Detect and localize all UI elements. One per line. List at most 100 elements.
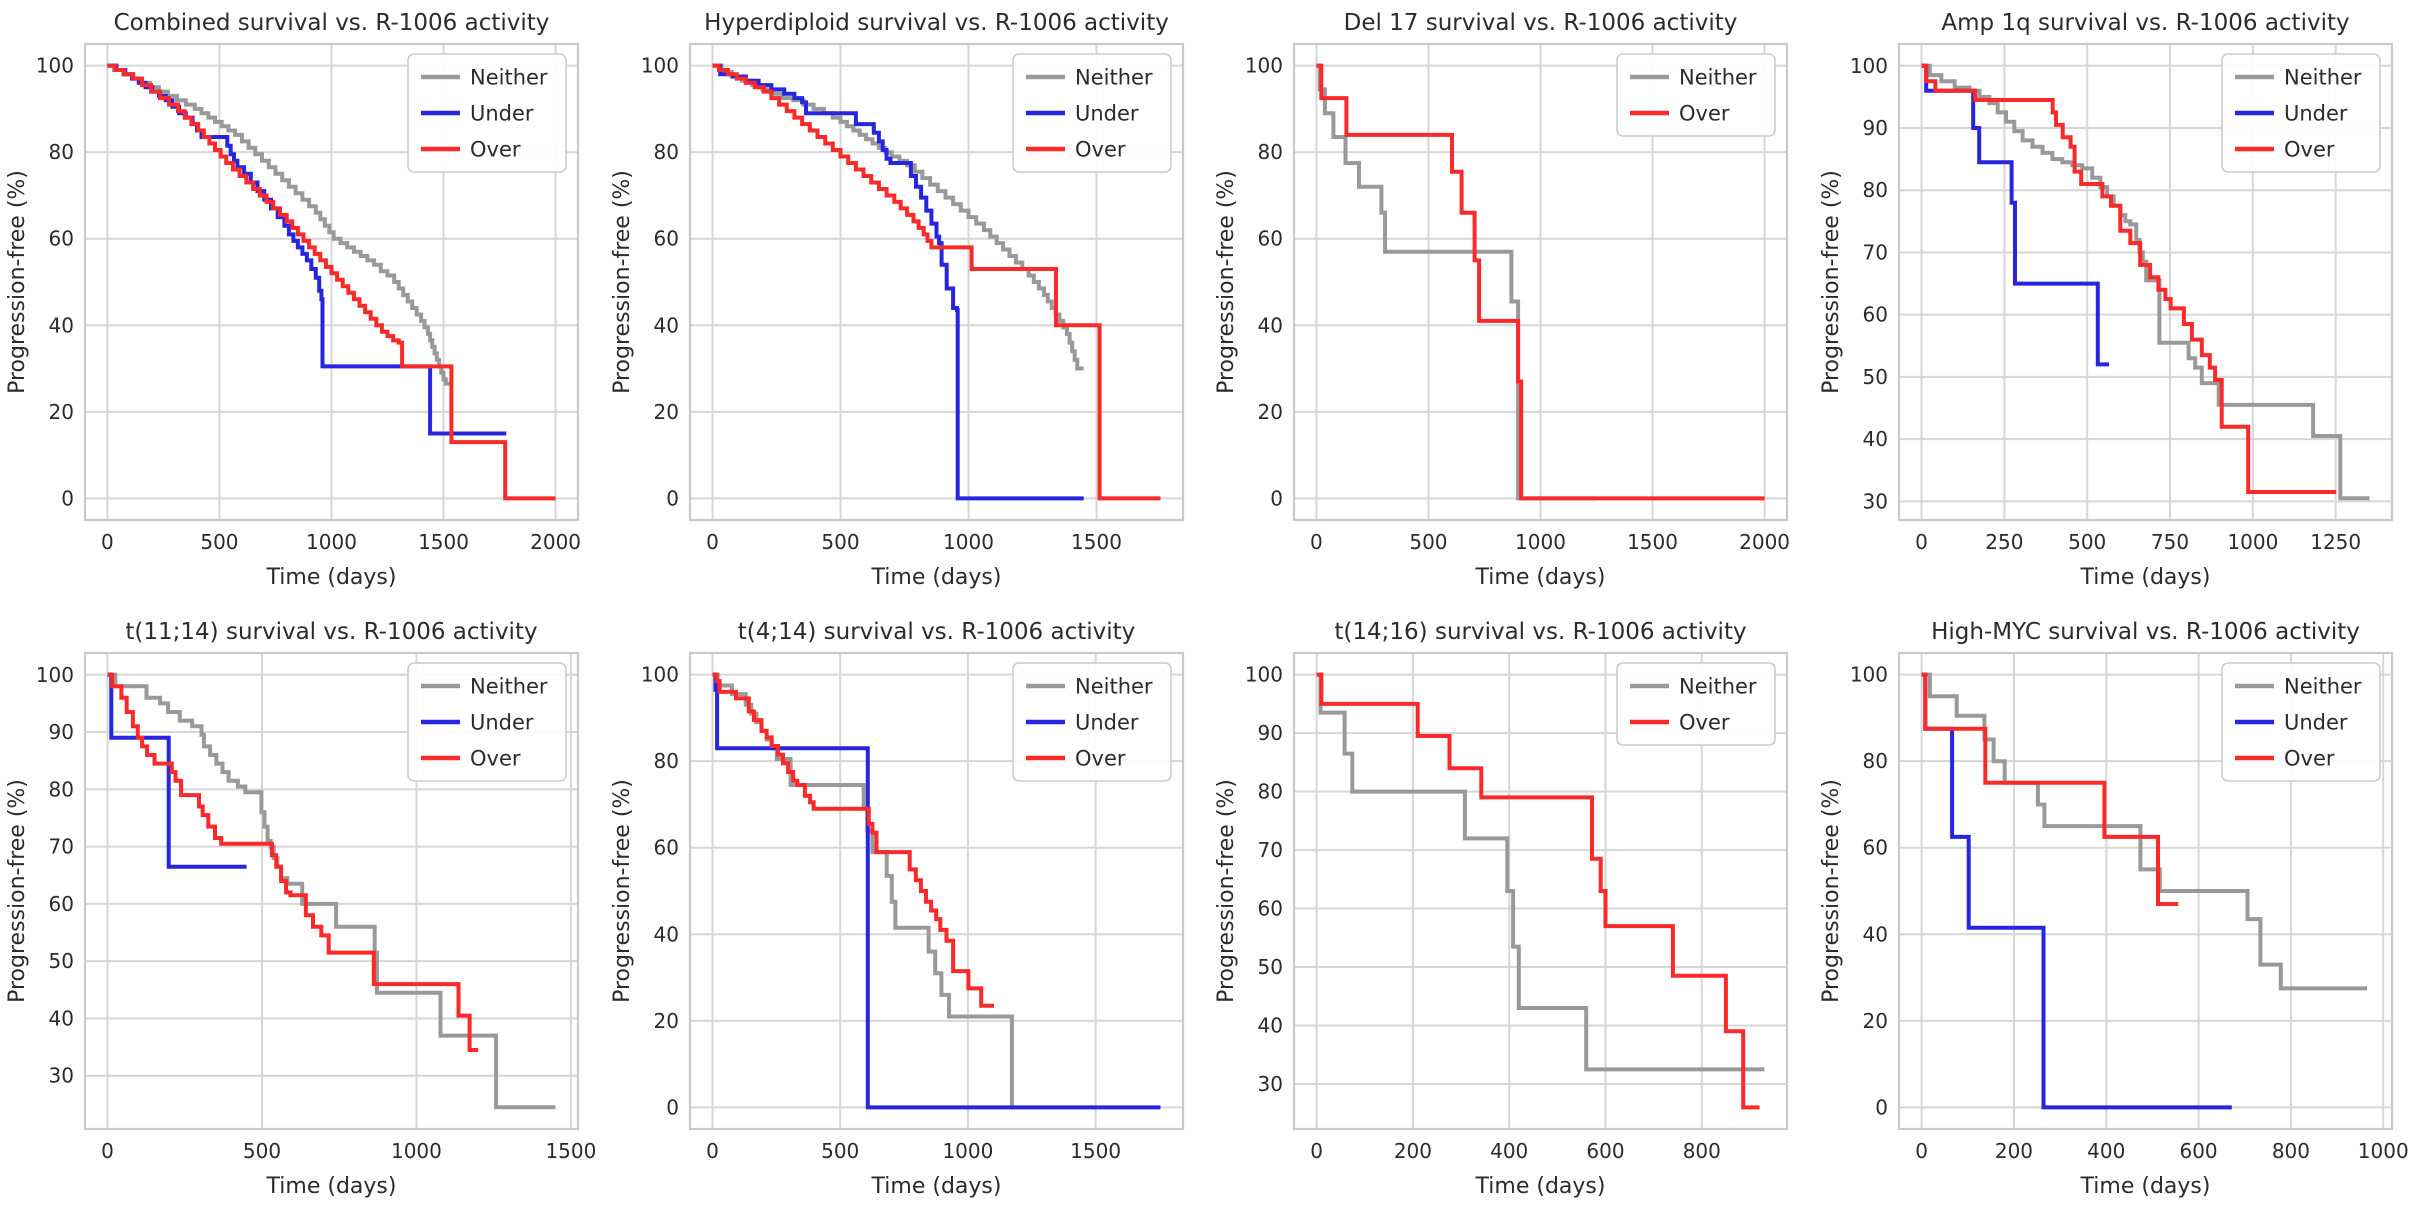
y-tick-label: 80	[653, 749, 678, 773]
y-axis-label: Progression-free (%)	[5, 170, 30, 394]
x-tick-label: 1250	[2310, 530, 2361, 554]
y-axis-label: Progression-free (%)	[1819, 779, 1844, 1003]
y-tick-label: 0	[1270, 486, 1283, 510]
x-tick-label: 750	[2150, 530, 2188, 554]
y-tick-label: 50	[1862, 365, 1887, 389]
y-tick-label: 40	[1258, 313, 1283, 337]
x-tick-label: 0	[1310, 530, 1323, 554]
series-line-over	[1921, 63, 2336, 494]
x-tick-label: 1500	[418, 530, 469, 554]
legend-box	[1616, 662, 1776, 746]
series-line-neither	[1921, 672, 2367, 991]
y-tick-label: 100	[36, 54, 74, 78]
y-tick-label: 100	[36, 663, 74, 687]
x-tick-label: 2000	[1739, 530, 1790, 554]
y-tick-label: 50	[49, 949, 74, 973]
subplot-amp1q: Amp 1q survival vs. R-1006 activity Time …	[1814, 0, 2418, 609]
y-tick-label: 40	[1862, 427, 1887, 451]
x-tick-label: 1500	[545, 1139, 596, 1163]
x-tick-label: 1500	[1071, 530, 1122, 554]
series-line-neither	[107, 63, 452, 386]
x-axis-label: Time (days)	[2079, 1174, 2210, 1199]
x-tick-label: 1000	[391, 1139, 442, 1163]
legend: Neither Under Over	[407, 53, 567, 173]
x-tick-label: 250	[1985, 530, 2023, 554]
x-tick-label: 2000	[530, 530, 581, 554]
chart-title: Combined survival vs. R-1006 activity	[114, 10, 550, 36]
plot-border	[1292, 42, 1789, 522]
series-line-over	[1316, 672, 1760, 1110]
x-tick-label: 0	[1915, 530, 1928, 554]
series-line-neither	[1316, 672, 1765, 1072]
x-tick-label: 0	[1310, 1139, 1323, 1163]
x-axis-label: Time (days)	[870, 565, 1001, 590]
legend-box	[1616, 53, 1776, 137]
y-tick-label: 40	[653, 313, 678, 337]
y-tick-label: 60	[1862, 836, 1887, 860]
legend: Neither Under Over	[2220, 662, 2381, 782]
chart-high_myc: High-MYC survival vs. R-1006 activity Tim…	[1819, 619, 2409, 1199]
chart-t4_14: t(4;14) survival vs. R-1006 activity Time…	[610, 619, 1184, 1199]
y-tick-label: 30	[1258, 1072, 1283, 1096]
x-tick-label: 1000	[943, 530, 994, 554]
y-tick-label: 40	[653, 922, 678, 946]
y-tick-label: 20	[1862, 1009, 1887, 1033]
legend-box	[2220, 53, 2381, 173]
y-tick-label: 100	[640, 663, 678, 687]
subplot-t11_14: t(11;14) survival vs. R-1006 activity Tim…	[0, 609, 605, 1218]
y-tick-label: 40	[1258, 1013, 1283, 1037]
chart-t14_16: t(14;16) survival vs. R-1006 activity Tim…	[1214, 619, 1789, 1199]
y-tick-label: 100	[1245, 663, 1283, 687]
y-tick-label: 20	[653, 400, 678, 424]
legend: Neither Under Over	[2220, 53, 2381, 173]
chart-title: t(11;14) survival vs. R-1006 activity	[125, 619, 537, 645]
y-tick-label: 80	[1258, 140, 1283, 164]
legend-box	[1011, 662, 1172, 782]
x-tick-label: 0	[706, 530, 719, 554]
subplot-t4_14: t(4;14) survival vs. R-1006 activity Time…	[605, 609, 1210, 1218]
plot-border	[83, 42, 580, 522]
chart-title: High-MYC survival vs. R-1006 activity	[1931, 619, 2360, 645]
chart-combined: Combined survival vs. R-1006 activity Tim…	[5, 10, 581, 590]
y-tick-label: 60	[653, 836, 678, 860]
legend-label-under: Under	[470, 102, 534, 126]
chart-title: t(4;14) survival vs. R-1006 activity	[737, 619, 1135, 645]
legend-label-under: Under	[1075, 102, 1139, 126]
y-tick-label: 80	[653, 140, 678, 164]
y-tick-label: 90	[1862, 116, 1887, 140]
y-tick-label: 0	[61, 486, 74, 510]
legend-label-neither: Neither	[1075, 675, 1153, 699]
y-tick-label: 60	[653, 227, 678, 251]
y-tick-label: 100	[640, 54, 678, 78]
subplot-t14_16: t(14;16) survival vs. R-1006 activity Tim…	[1209, 609, 1814, 1218]
y-tick-label: 30	[1862, 489, 1887, 513]
legend-label-neither: Neither	[470, 675, 548, 699]
legend-label-over: Over	[2284, 138, 2335, 162]
chart-amp1q: Amp 1q survival vs. R-1006 activity Time …	[1819, 10, 2393, 590]
legend-label-over: Over	[1679, 102, 1730, 126]
y-tick-label: 0	[1875, 1095, 1888, 1119]
y-tick-label: 60	[49, 892, 74, 916]
y-axis-label: Progression-free (%)	[610, 779, 635, 1003]
x-tick-label: 800	[2271, 1139, 2309, 1163]
y-tick-label: 100	[1849, 663, 1887, 687]
x-tick-label: 1000	[306, 530, 357, 554]
legend-box	[407, 53, 567, 173]
y-axis-label: Progression-free (%)	[1214, 779, 1239, 1003]
x-tick-label: 0	[101, 1139, 114, 1163]
x-axis-label: Time (days)	[266, 1174, 397, 1199]
legend-label-over: Over	[1679, 711, 1730, 735]
x-tick-label: 0	[101, 530, 114, 554]
plot-border	[688, 42, 1184, 522]
series-line-over	[712, 672, 994, 1008]
y-tick-label: 20	[49, 400, 74, 424]
x-axis-label: Time (days)	[2079, 565, 2210, 590]
y-tick-label: 0	[666, 486, 679, 510]
chart-title: Amp 1q survival vs. R-1006 activity	[1941, 10, 2349, 36]
plot-border	[688, 651, 1184, 1131]
y-tick-label: 100	[1849, 54, 1887, 78]
legend-label-under: Under	[2284, 711, 2348, 735]
x-tick-label: 500	[1409, 530, 1447, 554]
series-line-over	[712, 63, 1160, 501]
subplot-del17: Del 17 survival vs. R-1006 activity Time …	[1209, 0, 1814, 609]
